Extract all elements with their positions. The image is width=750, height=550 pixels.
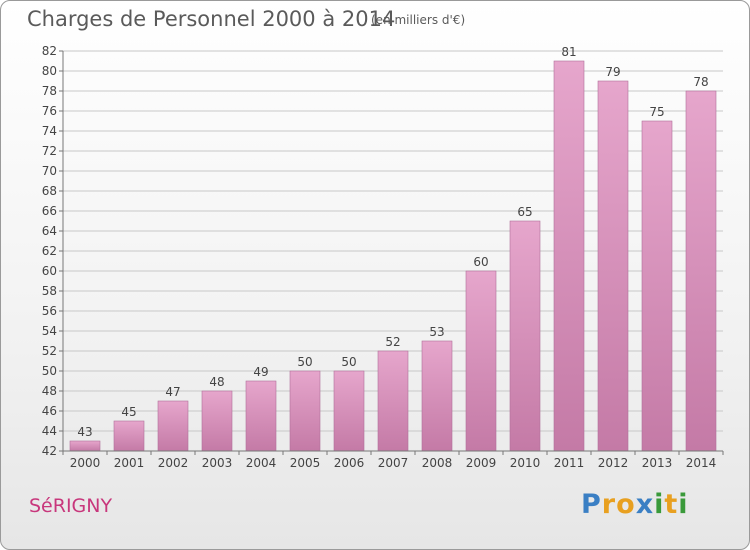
y-tick-label: 64 xyxy=(42,224,57,238)
logo-letter: i xyxy=(678,489,689,520)
chart-title: Charges de Personnel 2000 à 2014 xyxy=(27,7,396,31)
y-tick-label: 56 xyxy=(42,304,57,318)
y-tick-label: 66 xyxy=(42,204,57,218)
data-label: 52 xyxy=(385,335,400,349)
data-label: 81 xyxy=(561,45,576,59)
y-tick-label: 60 xyxy=(42,264,57,278)
y-tick-label: 80 xyxy=(42,64,57,78)
x-tick-label: 2009 xyxy=(466,456,497,470)
axes: 42 44 46 48 50 52 54 56 58 60 62 64 66 68 70 72 74 76 78 80… xyxy=(42,44,724,470)
logo-letter: t xyxy=(664,489,679,520)
x-tick-label: 2014 xyxy=(686,456,717,470)
x-tick-label: 2005 xyxy=(290,456,321,470)
x-tick-label: 2012 xyxy=(598,456,629,470)
y-tick-label: 48 xyxy=(42,384,57,398)
x-tick-label: 2011 xyxy=(554,456,585,470)
y-tick-label: 76 xyxy=(42,104,57,118)
x-tick-label: 2001 xyxy=(114,456,145,470)
bar xyxy=(157,400,189,452)
logo-letter: x xyxy=(635,489,655,520)
y-tick-label: 44 xyxy=(42,424,57,438)
bar xyxy=(597,80,629,452)
x-tick-label: 2010 xyxy=(510,456,541,470)
data-label: 53 xyxy=(429,325,444,339)
bar xyxy=(509,220,541,452)
x-tick-label: 2003 xyxy=(202,456,233,470)
commune-name: SéRIGNY xyxy=(29,495,113,517)
bars xyxy=(69,60,717,452)
data-label: 50 xyxy=(297,355,312,369)
bar xyxy=(553,60,585,452)
bar xyxy=(421,340,453,452)
y-tick-label: 52 xyxy=(42,344,57,358)
bar xyxy=(113,420,145,452)
logo-letter: o xyxy=(616,489,636,520)
proxiti-logo: Proxiti xyxy=(581,489,689,520)
data-label: 45 xyxy=(121,405,136,419)
logo-letter: r xyxy=(601,489,617,520)
bar xyxy=(465,270,497,452)
y-tick-label: 72 xyxy=(42,144,57,158)
bar xyxy=(641,120,673,452)
x-tick-label: 2013 xyxy=(642,456,673,470)
x-tick-label: 2000 xyxy=(70,456,101,470)
y-tick-label: 58 xyxy=(42,284,57,298)
x-tick-label: 2007 xyxy=(378,456,409,470)
y-tick-label: 68 xyxy=(42,184,57,198)
bar xyxy=(69,440,101,452)
data-label: 49 xyxy=(253,365,268,379)
data-label: 78 xyxy=(693,75,708,89)
y-tick-label: 62 xyxy=(42,244,57,258)
y-tick-label: 74 xyxy=(42,124,57,138)
data-label: 65 xyxy=(517,205,532,219)
x-tick-label: 2004 xyxy=(246,456,277,470)
x-tick-label: 2008 xyxy=(422,456,453,470)
bar xyxy=(201,390,233,452)
y-tick-label: 42 xyxy=(42,444,57,458)
y-tick-label: 54 xyxy=(42,324,57,338)
bar xyxy=(245,380,277,452)
bar xyxy=(377,350,409,452)
data-label: 47 xyxy=(165,385,180,399)
data-label: 50 xyxy=(341,355,356,369)
logo-letter: i xyxy=(654,489,665,520)
data-label: 79 xyxy=(605,65,620,79)
x-tick-label: 2002 xyxy=(158,456,189,470)
data-label: 48 xyxy=(209,375,224,389)
data-label: 43 xyxy=(77,425,92,439)
bar xyxy=(333,370,365,452)
y-tick-label: 78 xyxy=(42,84,57,98)
y-tick-label: 82 xyxy=(42,44,57,58)
data-labels: 43 45 47 48 49 50 50 52 53 60 65 81 79 75 78 xyxy=(77,45,708,439)
y-tick-label: 50 xyxy=(42,364,57,378)
data-label: 60 xyxy=(473,255,488,269)
bar xyxy=(289,370,321,452)
bar xyxy=(685,90,717,452)
y-tick-label: 70 xyxy=(42,164,57,178)
bar-chart: 42 44 46 48 50 52 54 56 58 60 62 64 66 68 70 72 74 76 78 80… xyxy=(42,44,724,470)
x-tick-label: 2006 xyxy=(334,456,365,470)
data-label: 75 xyxy=(649,105,664,119)
chart-subtitle: (en milliers d'€) xyxy=(371,13,466,27)
y-tick-label: 46 xyxy=(42,404,57,418)
logo-letter: P xyxy=(581,489,602,520)
